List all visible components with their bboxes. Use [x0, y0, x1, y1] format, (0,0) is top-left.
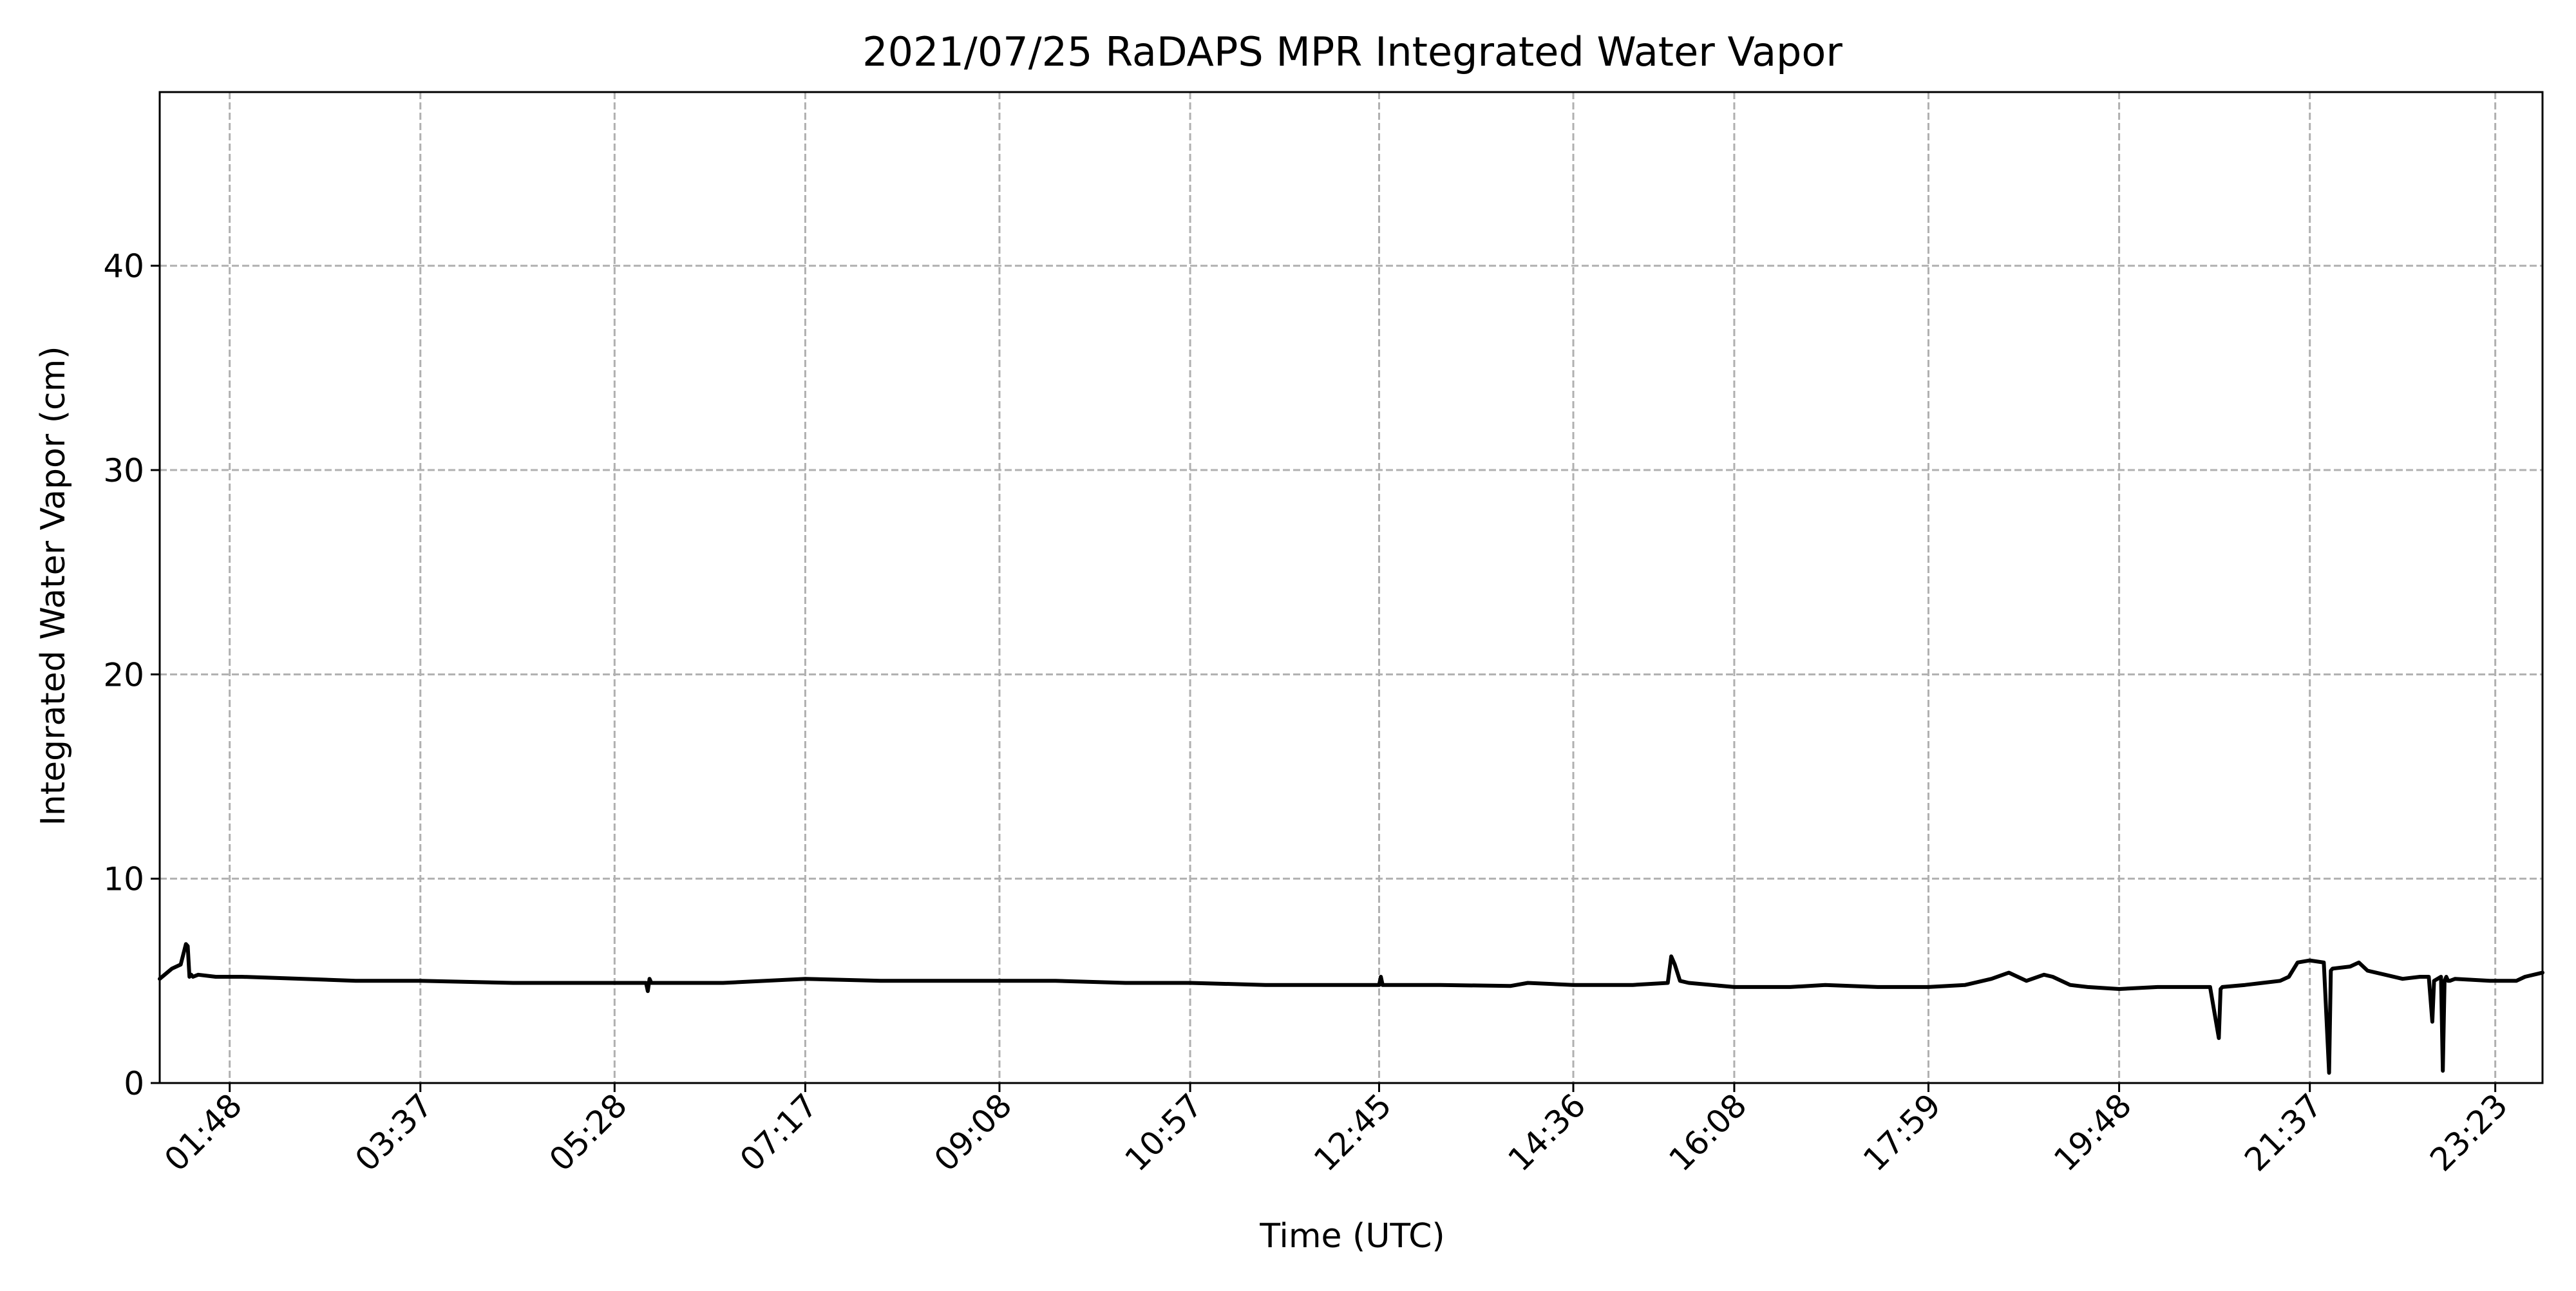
series-layer — [158, 942, 2544, 1075]
series-line-iwv — [158, 942, 2544, 1075]
y-tick-label: 10 — [103, 861, 144, 898]
y-tick-label: 40 — [103, 248, 144, 285]
chart-title: 2021/07/25 RaDAPS MPR Integrated Water V… — [862, 28, 1842, 75]
grid-lines — [160, 92, 2543, 1083]
y-tick-label: 20 — [103, 656, 144, 693]
y-axis-label: Integrated Water Vapor (cm) — [34, 346, 73, 825]
y-tick-label: 30 — [103, 452, 144, 489]
x-axis-label: Time (UTC) — [1259, 1217, 1444, 1256]
plot-area-frame — [158, 91, 2544, 1084]
y-tick-label: 0 — [124, 1065, 144, 1102]
